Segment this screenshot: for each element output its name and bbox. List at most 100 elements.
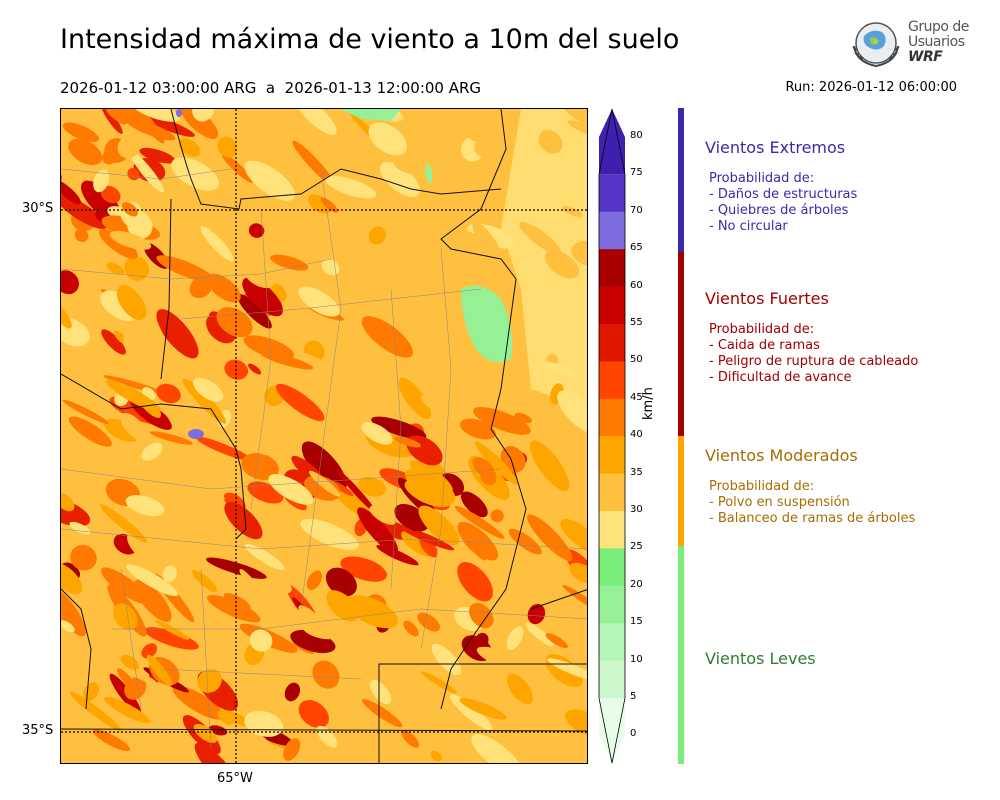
wind-contour-patch: [124, 256, 150, 281]
wind-contour-patch: [189, 275, 213, 299]
colorbar-tick-label: 10: [630, 653, 643, 665]
wind-contour-patch: [394, 161, 414, 174]
wind-contour-patch: [508, 528, 542, 555]
wind-contour-patch: [472, 222, 501, 257]
wind-contour-patch: [80, 763, 104, 764]
wind-contour-patch: [100, 185, 121, 204]
colorbar-tick-label: 65: [630, 242, 643, 254]
wind-contour-patch: [61, 492, 75, 512]
wind-field-svg: [61, 109, 587, 764]
wind-intensity-map: [60, 108, 588, 764]
wind-contour-patch: [68, 416, 112, 447]
wind-contour-patch: [127, 669, 157, 684]
wind-contour-patch: [527, 514, 573, 562]
wind-contour-patch: [460, 491, 488, 518]
colorbar-tick-label: 40: [630, 429, 643, 441]
colorbar-tick-label: 70: [630, 204, 643, 216]
wind-contour-patch: [490, 509, 504, 523]
wind-contour-patch: [197, 668, 222, 693]
wind-contour-patch: [139, 147, 176, 164]
wind-contour-patch: [560, 519, 587, 554]
wind-contour-patch: [283, 738, 301, 761]
wind-contour-patch: [61, 562, 83, 595]
wind-contour-patch: [565, 709, 587, 737]
wind-contour-patch: [316, 725, 338, 748]
map-title: Intensidad máxima de viento a 10m del su…: [60, 24, 680, 55]
wind-contour-patch: [172, 685, 225, 720]
wind-contour-patch: [284, 682, 301, 702]
wind-contour-patch: [543, 361, 577, 377]
globe-logo-icon: [852, 22, 900, 68]
category-strong-title: Vientos Fuertes: [705, 289, 829, 308]
extreme-wind-spot: [176, 109, 182, 117]
category-extreme-item: - Quiebres de árboles: [709, 203, 849, 218]
wind-contour-patch: [562, 206, 583, 217]
wind-contour-patch: [237, 294, 272, 329]
wind-contour-patch: [62, 399, 110, 425]
wind-contour-patch: [371, 416, 427, 440]
wind-contour-patch: [300, 352, 340, 375]
wind-contour-patch: [529, 440, 570, 491]
wind-contour-patch: [325, 567, 357, 597]
wind-contour-patch: [61, 317, 90, 347]
wind-contour-patch: [61, 430, 74, 450]
wind-contour-patch: [61, 586, 87, 637]
wind-contour-patch: [368, 226, 386, 245]
latitude-label-35s: 35°S: [22, 723, 54, 738]
wind-contour-patch: [298, 700, 329, 728]
wind-contour-patch: [449, 694, 493, 731]
wind-contour-patch: [120, 654, 139, 670]
colorbar-tick-label: 50: [630, 354, 643, 366]
wind-contour-patch: [229, 723, 273, 751]
wind-contour-patch: [92, 729, 131, 752]
wind-contour-patch: [243, 335, 295, 360]
wind-contour-patch: [244, 710, 284, 737]
colorbar-unit: km/h: [641, 387, 656, 420]
wind-contour-patch: [125, 109, 165, 144]
wind-contour-patch: [324, 175, 377, 199]
colorbar-segment: [599, 698, 625, 763]
wind-contour-patch: [295, 157, 339, 197]
wind-contour-patch: [545, 633, 568, 649]
wind-contour-patch: [100, 504, 148, 543]
model-run: Run: 2026-01-12 06:00:00: [785, 80, 957, 95]
wind-contour-patch: [109, 230, 152, 250]
wind-contour-patch: [146, 654, 173, 686]
category-extreme-title: Vientos Extremos: [705, 138, 846, 157]
category-strong: Vientos Fuertes Probabilidad de: - Caida…: [705, 289, 918, 386]
wind-contour-patch: [454, 229, 495, 256]
wind-contour-patch: [149, 431, 193, 445]
wind-contour-patch: [242, 277, 283, 317]
wind-contour-patch: [298, 605, 330, 638]
wind-contour-patch: [141, 442, 163, 461]
wind-contour-patch: [457, 562, 493, 602]
wind-contour-patch: [394, 436, 422, 448]
wind-contour-patch: [544, 250, 580, 279]
category-moderate-title: Vientos Moderados: [705, 446, 858, 465]
wind-contour-patch: [506, 626, 524, 650]
logo-text-line3: WRF: [908, 49, 943, 65]
wind-contour-patch: [224, 501, 263, 540]
wind-contour-patch: [101, 109, 123, 134]
wind-contour-patch: [306, 542, 341, 558]
colorbar-tick-label: 20: [630, 578, 643, 590]
wind-contour-patch: [308, 743, 351, 763]
wind-contour-patch: [420, 394, 447, 412]
category-light: Vientos Leves: [705, 649, 816, 668]
category-extreme-item: - Daños de estructuras: [709, 187, 858, 202]
wind-contour-patch: [300, 518, 359, 550]
wind-contour-patch: [361, 316, 413, 358]
wind-contour-patch: [451, 109, 478, 142]
wind-contour-patch: [127, 532, 157, 564]
wind-contour-patch: [217, 710, 253, 731]
wind-contour-patch: [298, 286, 340, 317]
wind-contour-patch: [358, 477, 386, 497]
wind-contour-patch: [141, 114, 195, 137]
category-moderate-item: - Polvo en suspensión: [709, 495, 850, 510]
wind-contour-patch: [249, 629, 273, 652]
wind-contour-patch: [116, 284, 147, 321]
wind-contour-patch: [321, 259, 340, 276]
light-category-bar: [678, 546, 684, 764]
wind-contour-patch: [562, 584, 587, 613]
wind-contour-patch: [191, 569, 218, 593]
